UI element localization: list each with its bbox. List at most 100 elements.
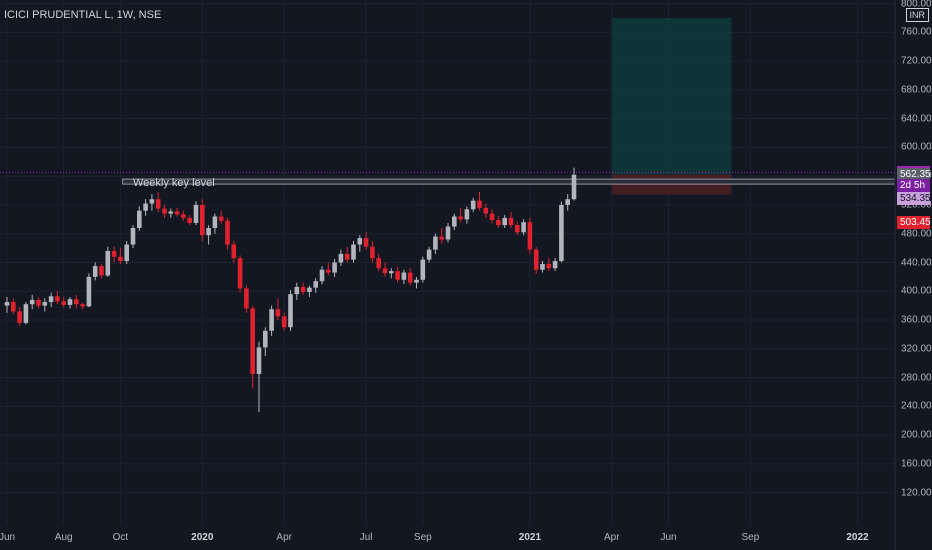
price-tag: 562.35 [897,168,931,181]
currency-badge[interactable]: INR [905,8,929,22]
candle-body [533,249,539,270]
candle-body [55,296,60,302]
time-tick-label: 2021 [518,532,542,543]
candle-body [187,217,192,223]
time-tick-label: Apr [276,532,292,543]
candle-body [218,216,224,221]
candle-body [155,199,161,209]
candle-body [42,302,48,306]
candle-body [269,309,274,331]
price-tick-label: 160.00 [901,458,932,470]
candle-body [464,209,470,220]
candle-body [74,299,79,305]
candle-body [407,272,413,283]
candle-body [332,262,337,273]
candle-body [67,299,73,305]
candle-body [17,311,22,323]
candle-body [86,276,92,307]
candle-body [105,250,111,276]
candle-body [344,253,350,260]
candle-body [250,308,255,374]
candle-body [363,238,369,247]
candle-body [357,238,363,245]
candle-body [546,263,552,269]
candle-body [395,271,400,280]
candle-body [231,244,237,259]
candle-body [552,261,558,269]
candle-body [489,213,495,221]
candle-body [168,211,174,214]
candle-body [527,222,533,250]
price-tick-label: 240.00 [901,400,932,412]
candle-body [149,199,155,204]
time-tick-label: Jun [0,532,16,543]
candle-body [351,244,356,260]
candle-body [36,299,41,306]
candle-body [401,272,407,280]
candle-body [376,258,381,269]
candle-body [382,268,388,274]
candle-body [496,220,501,226]
candle-body [540,263,545,270]
candle-body [237,258,243,289]
key-level-annotation[interactable]: Weekly key level [133,177,215,189]
candle-body [99,266,104,276]
candle-body [300,286,306,292]
candle-body [48,296,54,303]
candle-body [23,304,29,323]
candle-body [458,216,463,220]
price-tick-label: 800.00 [901,0,932,10]
price-tick-label: 720.00 [901,55,932,67]
price-tick-label: 480.00 [901,228,932,240]
time-tick-label: Oct [112,532,129,543]
candle-body [565,199,570,205]
time-tick-label: 2020 [191,532,214,543]
price-tick-label: 600.00 [901,141,932,153]
candle-body [11,302,16,312]
candle-body [80,304,85,307]
candle-body [313,281,318,288]
symbol-label: ICICI PRUDENTIAL L, 1W, NSE [4,9,162,21]
candle-body [118,256,123,262]
countdown-tag: 2d 5h [897,179,930,193]
profit-zone [611,17,732,175]
candle-body [426,249,432,260]
candle-body [414,279,419,283]
price-tick-label: 440.00 [901,257,932,268]
candle-body [319,269,325,282]
candle-body [307,287,312,292]
price-tick-label: 120.00 [901,487,932,499]
candle-body [4,302,10,306]
candle-body [326,269,331,273]
candle-body [439,236,444,240]
candle-body [124,244,129,262]
candle-body [571,174,577,200]
price-tick-label: 200.00 [901,429,932,441]
candle-body [263,330,268,348]
candle-body [515,225,520,233]
candle-body [61,301,66,305]
price-tick-label: 280.00 [901,372,932,384]
candle-body [111,250,117,257]
candle-body [288,294,293,328]
time-tick-label: Sep [741,532,760,543]
time-tick-label: Jun [660,532,677,543]
price-tick-label: 680.00 [901,84,932,96]
candle-body [244,288,249,309]
candle-body [470,200,476,210]
candle-body [445,226,451,240]
candle-body [338,253,344,263]
candle-body [294,286,300,295]
time-tick-label: Apr [604,532,620,543]
candle-body [92,266,98,277]
candle-body [130,227,136,245]
candle-body [370,246,375,259]
candle-body [181,214,186,218]
candle-body [389,271,394,274]
candle-body [521,222,526,233]
candle-body [281,316,287,328]
candle-body [29,299,35,305]
candle-body [477,200,482,208]
candle-body [200,204,205,236]
